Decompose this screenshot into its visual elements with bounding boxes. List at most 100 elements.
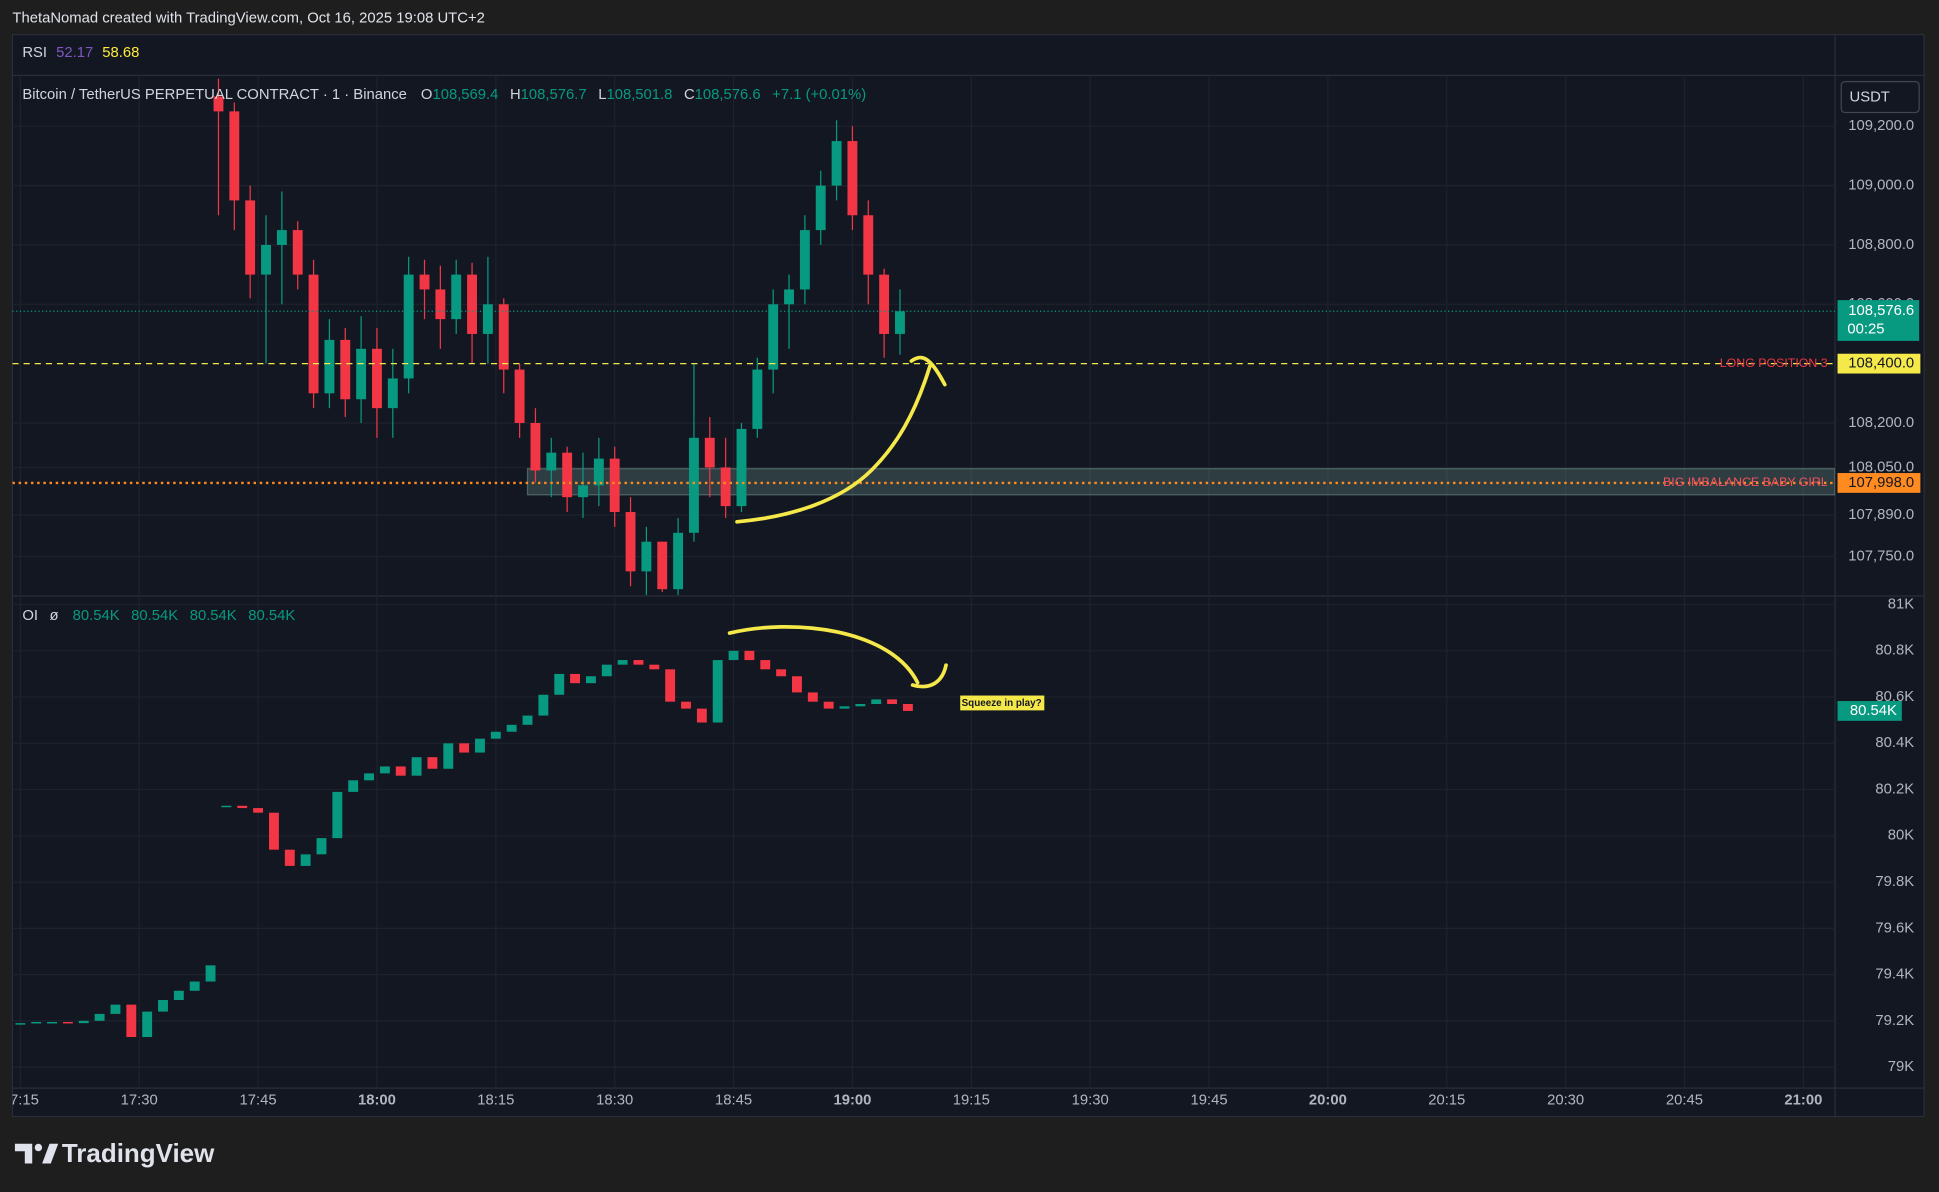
candle-body [490,731,501,739]
level-label-box [1837,473,1921,493]
oi-name: OI [22,608,38,624]
x-tick-label: 19:00 [833,1092,871,1108]
candle-body [863,215,874,275]
candle-body [467,274,478,334]
candle-body [15,1023,26,1025]
candle-body [340,339,351,400]
candle-body [768,304,779,370]
x-tick-label: 18:00 [358,1092,396,1108]
candle-body [609,458,620,513]
candle-body [126,1004,137,1038]
candle-body [427,757,438,769]
candle-body [348,780,359,792]
oi-value: 80.54K [190,608,237,624]
candle-body [395,766,406,776]
y-tick-label: 79.6K [1875,920,1914,936]
y-tick-label: 108,050.0 [1848,459,1914,475]
candle-body [657,541,668,590]
last-price-label: 108,576.6 [1848,303,1914,319]
candle-body [475,738,485,753]
arrow-head [910,663,948,689]
candle-body [847,141,858,216]
level-label: 108,400.0 [1848,356,1914,372]
x-tick-label: 18:30 [596,1092,633,1108]
candle-body [728,650,739,661]
candle-body [292,230,303,275]
candle-body [506,724,517,732]
oi-value: 80.54K [248,608,295,624]
candle-body [459,743,470,753]
candle-body [435,289,446,320]
candle-body [776,669,787,677]
candle-body [784,289,794,305]
level-label: 107,998.0 [1848,475,1914,491]
y-tick-label: 80K [1888,828,1914,844]
brand-logo [14,1143,59,1164]
y-tick-label: 79K [1888,1059,1914,1075]
candle-body [879,274,890,334]
candle-body [387,378,398,409]
y-tick-label: 80.4K [1875,735,1914,751]
x-tick-label: 20:30 [1547,1092,1584,1108]
candle-body [62,1021,73,1024]
ohlc-value: 108,576.7 [521,87,587,103]
candle-body [213,96,224,112]
last-value-label: 80.54K [1850,703,1897,719]
y-tick-label: 107,750.0 [1848,548,1914,564]
candle-body [482,304,493,334]
candle-body [451,274,462,320]
candle-body [268,812,279,850]
annotation-box [960,695,1045,711]
y-tick-label: 108,200.0 [1848,415,1914,431]
x-tick-label: 17:30 [121,1092,158,1108]
candle-body [498,304,509,370]
ohlc-value: 108,576.6 [695,87,761,103]
candle-body [403,274,414,379]
oi-symbol: ø [50,608,59,624]
currency-button[interactable] [1840,80,1920,114]
candle-body [902,704,913,711]
x-tick-label: 21:00 [1784,1092,1822,1108]
arrow-head [909,355,947,387]
candle-body [633,660,644,665]
change: +7.1 (+0.01%) [772,87,866,103]
ohlc-key: L [598,87,606,103]
candle-body [585,676,596,684]
candle-body [839,706,850,709]
hand-drawn-arrow [735,364,932,524]
grid [12,76,1836,1089]
ohlc-value: 108,501.8 [606,87,672,103]
oi-value: 80.54K [73,608,120,624]
candle-body [419,274,430,290]
x-tick-label: 19:45 [1190,1092,1227,1108]
symbol-legend: Bitcoin / TetherUS PERPETUAL CONTRACT · … [22,87,866,103]
plot-area [12,78,1836,1038]
candle-body [570,673,581,684]
candle-body [308,274,319,394]
y-tick-label: 81K [1888,596,1914,612]
overlay: 109,200.0109,000.0108,800.0108,600.0108,… [1663,118,1921,1075]
candle-body [546,452,557,471]
candle-body [142,1011,153,1038]
candle-body [538,694,549,716]
candle-body [364,773,374,781]
x-tick-label: 20:15 [1428,1092,1465,1108]
y-tick-label: 79.2K [1875,1013,1914,1029]
oi-legend: OI ø 80.54K 80.54K 80.54K 80.54K [22,608,295,624]
y-tick-label: 108,800.0 [1848,237,1914,253]
candle-body [720,467,731,507]
candle-body [221,805,232,808]
candle-body [871,699,882,705]
candle-body [681,701,691,709]
candle-body [316,838,327,855]
candle-body [712,660,723,723]
candle-body [554,673,565,695]
candle-body [253,808,264,813]
candle-body [94,1013,105,1021]
candle-body [205,965,216,982]
candle-body [276,230,287,245]
candle-body [411,757,422,776]
ohlc-value: 108,569.4 [432,87,498,103]
time-axis: 17:15 17:30 17:45 18:00 18:15 18:30 18:45 19:00… [12,1092,1822,1108]
candle-body [110,1004,121,1014]
